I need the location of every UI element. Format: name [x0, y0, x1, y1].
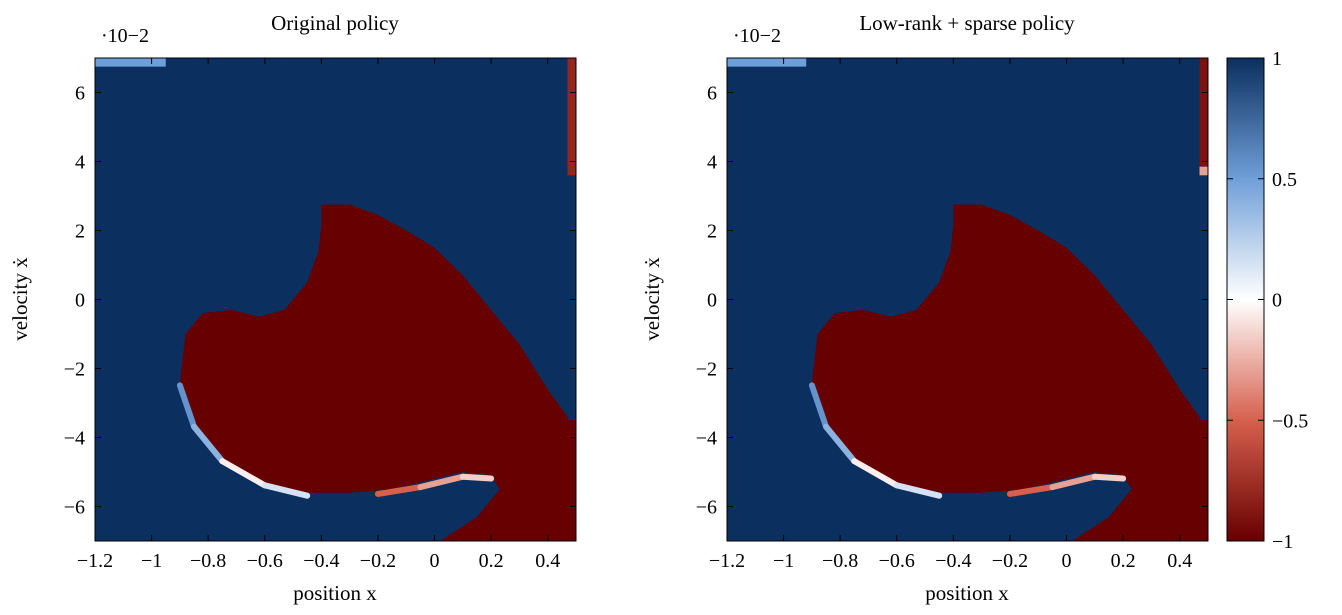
y-tick-label: 0 [707, 290, 717, 312]
y-tick-label: −2 [64, 359, 85, 381]
y-tick-label: −4 [696, 428, 717, 450]
colorbar-tick-label: 1 [1272, 48, 1282, 70]
colorbar: 1 0.5 0 −0.5 −1 [1226, 48, 1308, 553]
y-tick-label: −4 [64, 428, 85, 450]
y-tick-label: 6 [75, 83, 85, 105]
heatmap-corner-patch [95, 58, 166, 67]
heatmap-corner-patch [1199, 166, 1208, 176]
x-tick-label: −1.2 [77, 550, 113, 572]
x-tick-label: −1 [773, 550, 794, 572]
x-tick-label: −0.8 [190, 550, 226, 572]
x-axis-label: position x [293, 581, 377, 605]
heatmap-red-region [179, 204, 576, 541]
x-axis-label: position x [925, 581, 1009, 605]
panel-low-rank-sparse-policy: −1.2 −1 −0.8 −0.6 −0.4 −0.2 0 0.2 0.46420−2−4−6 … [640, 11, 1209, 605]
x-tick-label: 0 [430, 550, 440, 572]
heatmap-transition-band [823, 423, 858, 465]
y-tick-label: 4 [75, 152, 85, 174]
heatmap-area [95, 58, 576, 541]
heatmap-transition-band [808, 382, 830, 430]
y-tick-label: −2 [696, 359, 717, 381]
heatmap-transition-band [191, 423, 226, 465]
y-tick-label: −6 [696, 497, 717, 519]
axis-ticks: −1.2 −1 −0.8 −0.6 −0.4 −0.2 0 0.2 0.4 6 4 2 0 −2 −4 −6 [696, 58, 1208, 572]
x-tick-label: 0.4 [1167, 550, 1192, 572]
x-tick-label: 0.2 [1111, 550, 1136, 572]
heatmap-transition-band [1006, 484, 1056, 497]
heatmap-transition-band [261, 482, 311, 499]
x-tick-label: −0.4 [303, 550, 339, 572]
x-tick-label: 0.4 [535, 550, 560, 572]
heatmap-transition-band [417, 473, 466, 491]
x-tick-label: 0 [1062, 550, 1072, 572]
colorbar-ticks: 1 0.5 0 −0.5 −1 [1227, 48, 1308, 553]
x-tick-label: −0.6 [247, 550, 283, 572]
heatmap-transition-band [851, 458, 900, 489]
heatmap-corner-patch [567, 58, 576, 176]
axis-ticks: −1.2 −1 −0.8 −0.6 −0.4 −0.2 0 0.2 0.4 6 4 2 0 −2 −4 −6 [64, 58, 576, 572]
heatmap-area [727, 58, 1208, 541]
colorbar-gradient [1227, 58, 1264, 541]
heatmap-corner-patch [1199, 58, 1208, 167]
y-tick-label: −6 [64, 497, 85, 519]
plot-title: Original policy [271, 11, 399, 35]
colorbar-tick-label: −0.5 [1272, 410, 1308, 432]
x-tick-label: −0.8 [822, 550, 858, 572]
heatmap-transition-band [893, 482, 943, 499]
heatmap-transition-band [219, 458, 268, 489]
y-tick-label: 2 [75, 221, 85, 243]
colorbar-tick-label: −1 [1272, 531, 1293, 553]
plot-title: Low-rank + sparse policy [859, 11, 1075, 35]
colorbar-tick-label: 0 [1272, 290, 1282, 312]
x-tick-label: −0.2 [992, 550, 1028, 572]
y-tick-label: 2 [707, 221, 717, 243]
y-axis-label: velocity ẋ [640, 257, 664, 341]
panel-original-policy: −1.2 −1 −0.8 −0.6 −0.4 −0.2 0 0.2 0.46420−2−4−6 … [8, 11, 577, 605]
x-tick-label: −0.6 [879, 550, 915, 572]
heatmap-transition-band [1091, 473, 1127, 482]
heatmap-corner-patch [727, 58, 807, 67]
colorbar-tick-label: 0.5 [1272, 169, 1297, 191]
y-axis-label: velocity ẋ [8, 257, 32, 341]
heatmap-transition-band [176, 382, 198, 430]
y-tick-label: 4 [707, 152, 717, 174]
heatmap-red-region [811, 204, 1208, 541]
x-tick-label: −1 [141, 550, 162, 572]
x-tick-label: −1.2 [709, 550, 745, 572]
y-multiplier-label: ·10−2 [101, 25, 149, 47]
x-tick-label: −0.4 [935, 550, 971, 572]
x-tick-label: 0.2 [479, 550, 504, 572]
heatmap-transition-band [1049, 473, 1098, 491]
y-multiplier-label: ·10−2 [733, 25, 781, 47]
heatmap-transition-band [459, 473, 495, 482]
y-tick-label: 6 [707, 83, 717, 105]
heatmap-transition-band [374, 484, 424, 497]
x-tick-label: −0.2 [360, 550, 396, 572]
y-tick-label: 0 [75, 290, 85, 312]
